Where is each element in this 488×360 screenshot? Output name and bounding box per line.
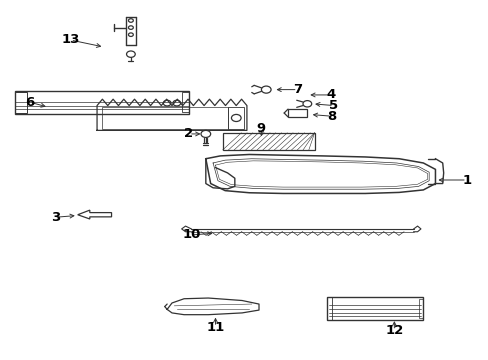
Bar — [326, 297, 423, 320]
Text: 5: 5 — [329, 99, 338, 112]
Text: 7: 7 — [292, 83, 302, 96]
Text: 12: 12 — [385, 324, 403, 337]
Text: 1: 1 — [461, 174, 470, 186]
Text: 9: 9 — [256, 122, 265, 135]
Bar — [418, 299, 423, 318]
Text: 8: 8 — [326, 110, 335, 123]
Text: 2: 2 — [184, 127, 193, 140]
Bar — [227, 107, 244, 129]
Bar — [15, 91, 188, 114]
Bar — [326, 297, 332, 320]
Bar — [102, 107, 227, 129]
Text: 3: 3 — [51, 211, 61, 224]
Text: 4: 4 — [326, 89, 335, 102]
Text: 13: 13 — [61, 33, 80, 46]
Bar — [287, 109, 307, 117]
Text: 10: 10 — [182, 229, 200, 242]
Bar — [223, 133, 314, 150]
Bar — [15, 93, 27, 113]
Text: 6: 6 — [25, 95, 34, 108]
Text: 11: 11 — [206, 321, 224, 334]
Bar — [181, 92, 188, 112]
